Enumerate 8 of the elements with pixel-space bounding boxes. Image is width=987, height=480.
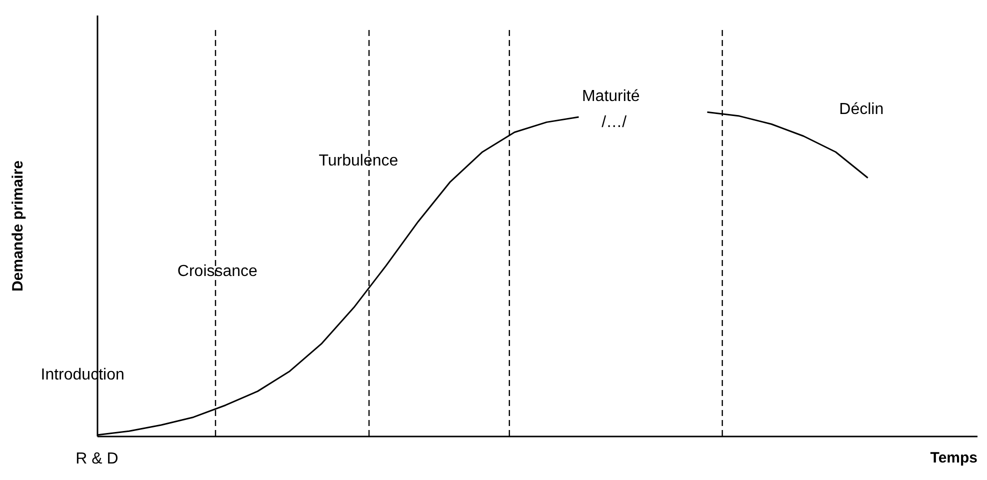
text: Maturité bbox=[582, 88, 640, 105]
annotation: Croissance bbox=[177, 262, 258, 280]
y-axis-title: Demande primaire bbox=[10, 160, 26, 292]
annotation: Turbulence bbox=[318, 152, 398, 170]
annotation: /…/ bbox=[602, 114, 628, 131]
x-axis-title: Temps bbox=[930, 450, 978, 466]
text: R & D bbox=[76, 450, 118, 468]
annotation: Déclin bbox=[839, 100, 884, 118]
